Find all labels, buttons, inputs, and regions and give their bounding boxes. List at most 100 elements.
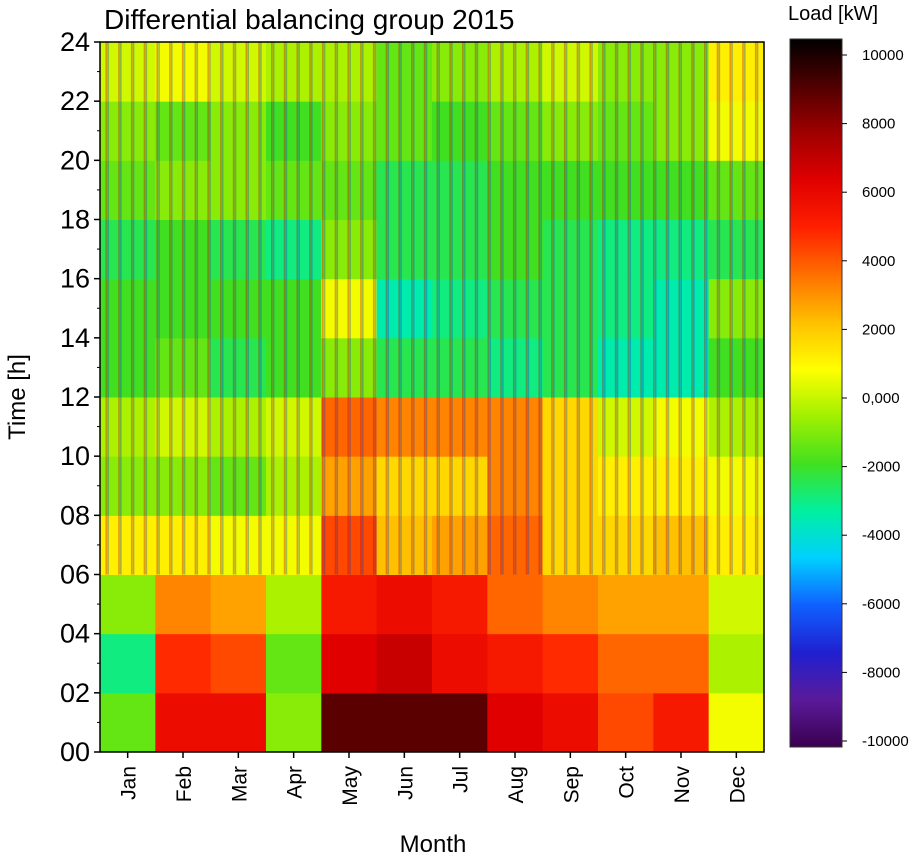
colorbar-title: Load [kW] — [788, 3, 878, 25]
weekly-streak — [145, 42, 148, 575]
heatmap-cell — [266, 278, 322, 339]
heatmap-cell — [653, 456, 710, 516]
weekly-streak — [718, 42, 721, 575]
heatmap-cell — [100, 278, 156, 339]
heatmap-cell — [542, 692, 599, 753]
x-tick-label: Oct — [616, 766, 639, 799]
weekly-streak — [616, 42, 619, 575]
heatmap-cell — [155, 515, 212, 575]
weekly-streak — [156, 42, 159, 575]
colorbar-tick-label: 8000 — [862, 116, 895, 133]
weekly-streak — [411, 42, 413, 575]
heatmap-cell — [432, 337, 488, 398]
weekly-streak — [169, 42, 171, 575]
heatmap-cell — [432, 219, 488, 280]
x-tick-label: Aug — [505, 766, 528, 803]
heatmap-cell — [653, 42, 710, 102]
weekly-streak — [285, 42, 288, 575]
heatmap-cell — [210, 219, 267, 280]
heatmap-cell — [321, 42, 378, 102]
colorbar-tick-label: -10000 — [862, 733, 909, 750]
heatmap-cell — [487, 278, 544, 339]
weekly-streak — [653, 42, 655, 575]
colorbar-tick-label: -6000 — [862, 596, 900, 613]
weekly-streak — [107, 42, 109, 575]
weekly-streak — [120, 42, 122, 575]
heatmap-cell — [598, 219, 654, 280]
weekly-streak — [716, 42, 719, 575]
x-tick-label: Jun — [394, 766, 417, 800]
heatmap-cell — [542, 278, 599, 339]
weekly-streak — [527, 42, 530, 575]
heatmap-cell — [266, 692, 322, 753]
heatmap-cell — [708, 397, 765, 457]
heatmap-cell — [653, 574, 710, 635]
heatmap-cell — [653, 278, 710, 339]
heatmap-cell — [432, 692, 488, 753]
heatmap-cell — [708, 633, 765, 694]
heatmap-cell — [432, 397, 488, 457]
heatmap-cell — [653, 160, 710, 220]
weekly-streak — [311, 42, 313, 575]
weekly-streak — [565, 42, 568, 575]
heatmap-cell — [266, 397, 322, 457]
weekly-streak — [731, 42, 733, 575]
colorbar-tick-label: -4000 — [862, 527, 900, 544]
weekly-streak — [451, 42, 453, 575]
heatmap-cell — [432, 633, 488, 694]
heatmap-cell — [321, 633, 378, 694]
weekly-streak — [130, 42, 133, 575]
heatmap-cell — [266, 574, 322, 635]
heatmap-cell — [321, 337, 378, 398]
heatmap-cell — [598, 397, 654, 457]
weekly-streak — [438, 42, 441, 575]
heatmap-cell — [100, 337, 156, 398]
weekly-streak — [398, 42, 400, 575]
weekly-streak — [665, 42, 668, 575]
x-tick-label: May — [339, 766, 362, 806]
heatmap-cell — [653, 515, 710, 575]
colorbar-tick-label: 10000 — [862, 47, 904, 64]
chart-title: Differential balancing group 2015 — [104, 4, 514, 35]
heatmap-cell — [210, 337, 267, 398]
heatmap-cell — [100, 515, 156, 575]
heatmap-cell — [598, 278, 654, 339]
y-axis: 00 02 04 06 08 10 12 14 16 18 20 22 24 — [60, 27, 100, 767]
heatmap-cell — [598, 42, 654, 102]
weekly-streak — [143, 42, 146, 575]
heatmap-cell — [376, 160, 433, 220]
heatmap-cell — [432, 515, 488, 575]
weekly-streak — [258, 42, 260, 575]
heatmap-cell — [487, 456, 544, 516]
heatmap-cell — [266, 219, 322, 280]
heatmap-cell — [266, 633, 322, 694]
heatmap-cell — [598, 337, 654, 398]
heatmap-cell — [155, 574, 212, 635]
weekly-streak — [374, 42, 377, 575]
heatmap-cell — [210, 101, 267, 161]
heatmap-cell — [210, 160, 267, 220]
weekly-streak — [551, 42, 553, 575]
weekly-streak — [220, 42, 222, 575]
heatmap-cell — [155, 219, 212, 280]
heatmap-cell — [376, 219, 433, 280]
weekly-streak — [449, 42, 451, 575]
heatmap-cell — [598, 515, 654, 575]
weekly-streak — [629, 42, 632, 575]
weekly-streak — [693, 42, 695, 575]
weekly-streak — [578, 42, 581, 575]
weekly-streak — [234, 42, 237, 575]
weekly-streak — [132, 42, 135, 575]
heatmap-cell — [376, 515, 433, 575]
weekly-streak — [385, 42, 388, 575]
y-axis-title: Time [h] — [4, 354, 31, 440]
y-tick-label: 10 — [60, 441, 90, 471]
colorbar-tick-label: 6000 — [862, 184, 895, 201]
heatmap-cell — [321, 456, 378, 516]
heatmap-cell — [708, 456, 765, 516]
heatmap-cell — [542, 633, 599, 694]
y-tick-label: 08 — [60, 500, 90, 530]
heatmap-cells — [100, 42, 765, 753]
colorbar-tick-label: 4000 — [862, 253, 895, 270]
